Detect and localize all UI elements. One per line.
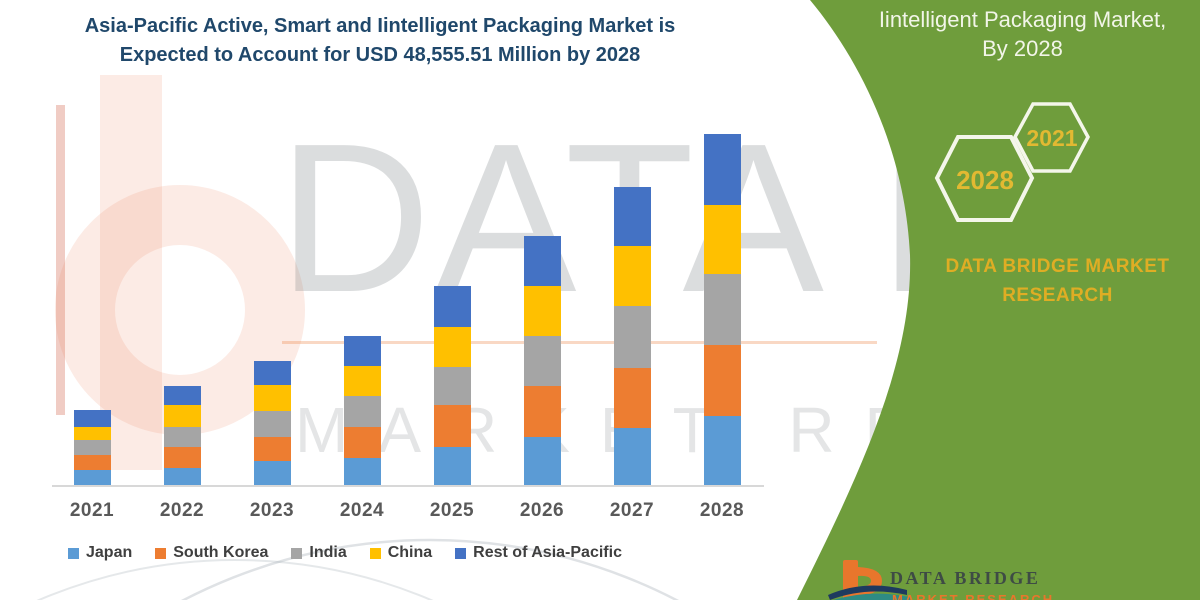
side-panel-title: Iintelligent Packaging Market, By 2028	[850, 5, 1195, 63]
legend-label-rest-of-asia-pacific: Rest of Asia-Pacific	[473, 544, 622, 561]
footer-logo-icon	[828, 560, 910, 600]
side-panel-brand-line1: DATA BRIDGE MARKET	[945, 256, 1170, 277]
legend-swatch-japan	[68, 547, 79, 559]
bar-2022	[163, 385, 201, 485]
bar-2023-segment-india	[253, 411, 291, 437]
legend-item-south-korea: South Korea	[155, 544, 268, 562]
bar-2025-segment-india	[433, 366, 471, 405]
bar-2025-segment-china	[433, 327, 471, 367]
bar-2024-segment-south-korea	[343, 426, 381, 458]
hexagon-year-2028: 2028	[956, 165, 1014, 195]
bar-2021-segment-rest-of-asia-pacific	[73, 410, 111, 427]
legend-item-rest-of-asia-pacific: Rest of Asia-Pacific	[455, 544, 622, 562]
bar-2022-segment-china	[163, 405, 201, 427]
bar-2026-segment-china	[523, 285, 561, 336]
side-panel-title-line1: Iintelligent Packaging Market,	[878, 7, 1167, 32]
hexagon-year-2021: 2021	[1026, 125, 1078, 151]
footer-subbrand-text: MARKET RESEARCH	[892, 592, 1055, 600]
side-panel-brand-line2: RESEARCH	[1002, 285, 1113, 306]
bar-2021-segment-china	[73, 426, 111, 440]
bar-2027-segment-japan	[613, 427, 651, 485]
page-title-line2: Expected to Account for USD 48,555.51 Mi…	[119, 44, 641, 66]
x-axis-label-2026: 2026	[519, 500, 565, 521]
bar-2021-segment-japan	[73, 470, 111, 485]
bar-2024-segment-india	[343, 395, 381, 427]
bar-2027-segment-south-korea	[613, 367, 651, 428]
x-axis-label-2025: 2025	[429, 500, 475, 521]
bar-2027-segment-china	[613, 246, 651, 307]
decorative-arcs	[36, 538, 679, 600]
legend-item-china: China	[369, 544, 433, 562]
bar-2026-segment-south-korea	[523, 386, 561, 437]
x-axis-label-2023: 2023	[249, 500, 295, 521]
x-axis-line	[52, 485, 764, 487]
bar-2028-segment-rest-of-asia-pacific	[703, 134, 741, 205]
side-panel-title-line2: By 2028	[982, 36, 1063, 61]
legend-label-japan: Japan	[86, 544, 133, 561]
bar-2023-segment-japan	[253, 461, 291, 485]
bar-2021-segment-south-korea	[73, 455, 111, 470]
bar-2026	[523, 235, 561, 485]
bar-2022-segment-japan	[163, 468, 201, 485]
bar-2028-segment-south-korea	[703, 345, 741, 416]
x-axis-label-2022: 2022	[159, 500, 205, 521]
bar-2026-segment-rest-of-asia-pacific	[523, 235, 561, 286]
bar-2021-segment-india	[73, 440, 111, 455]
bar-2021	[73, 410, 111, 485]
bar-2028-segment-india	[703, 274, 741, 345]
bar-2022-segment-india	[163, 426, 201, 447]
legend-label-india: India	[309, 544, 347, 561]
legend-swatch-china	[369, 547, 381, 559]
bar-2025-segment-south-korea	[433, 405, 471, 447]
bar-2026-segment-india	[523, 336, 561, 386]
side-panel-brand: DATA BRIDGE MARKET RESEARCH	[915, 252, 1200, 310]
hexagon-2028	[934, 135, 1035, 222]
chart-legend: Japan South Korea India China Rest of Asia-P…	[68, 544, 622, 562]
x-axis-label-2024: 2024	[339, 500, 385, 521]
bar-2027-segment-rest-of-asia-pacific	[613, 187, 651, 247]
legend-swatch-rest-of-asia-pacific	[455, 547, 467, 559]
legend-item-india: India	[291, 544, 347, 562]
bar-2024-segment-rest-of-asia-pacific	[343, 335, 381, 366]
bar-2024	[343, 335, 381, 485]
bar-2025-segment-japan	[433, 447, 471, 485]
x-axis-label-2027: 2027	[609, 500, 655, 521]
logo-swoosh-icon	[828, 585, 910, 600]
bar-2027	[613, 187, 651, 485]
legend-item-japan: Japan	[68, 544, 132, 562]
bar-2025-segment-rest-of-asia-pacific	[433, 285, 471, 327]
x-axis-label-2021: 2021	[69, 500, 115, 521]
bar-2028-segment-china	[703, 205, 741, 274]
bar-2023-segment-south-korea	[253, 436, 291, 461]
legend-swatch-south-korea	[155, 547, 167, 559]
legend-label-south-korea: South Korea	[173, 544, 269, 561]
legend-label-china: China	[387, 544, 433, 561]
bar-2024-segment-japan	[343, 457, 381, 485]
bar-2023-segment-rest-of-asia-pacific	[253, 360, 291, 385]
bar-2026-segment-japan	[523, 436, 561, 485]
bar-2028	[703, 134, 741, 485]
bar-2024-segment-china	[343, 365, 381, 396]
bar-2023-segment-china	[253, 385, 291, 411]
footer-brand-text: DATA BRIDGE	[890, 568, 1041, 588]
bar-2028-segment-japan	[703, 416, 741, 485]
x-axis-label-2028: 2028	[699, 500, 745, 521]
page-title: Asia-Pacific Active, Smart and Iintellig…	[50, 12, 710, 70]
page-title-line1: Asia-Pacific Active, Smart and Iintellig…	[84, 15, 676, 37]
bar-2023	[253, 360, 291, 485]
hexagon-2021	[1013, 102, 1090, 173]
legend-swatch-india	[291, 547, 303, 559]
bar-2022-segment-south-korea	[163, 446, 201, 468]
bar-2022-segment-rest-of-asia-pacific	[163, 385, 201, 405]
bar-2025	[433, 285, 471, 485]
bar-2027-segment-india	[613, 306, 651, 368]
watermark-underline	[282, 341, 877, 344]
